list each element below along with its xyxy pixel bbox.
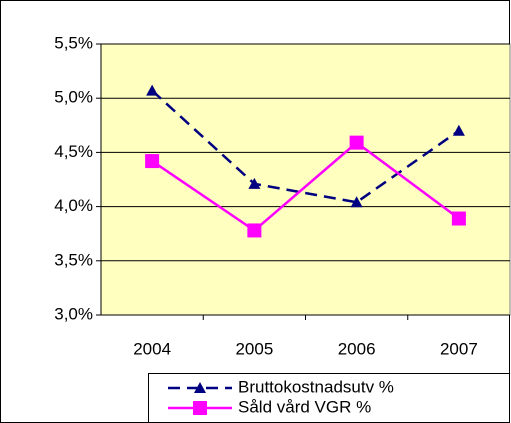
marker — [146, 84, 159, 96]
plot-area — [100, 43, 511, 316]
marker — [452, 124, 465, 136]
marker — [248, 177, 261, 189]
marker — [193, 401, 207, 415]
legend-label: Bruttokostnadsutv % — [238, 377, 394, 396]
marker — [451, 211, 466, 226]
y-tick-label: 4,0% — [54, 196, 93, 215]
x-tick-label: 2004 — [133, 339, 171, 358]
y-tick-label: 5,0% — [54, 88, 93, 107]
y-tick-label: 3,5% — [54, 250, 93, 269]
marker — [349, 135, 364, 150]
series-line — [151, 89, 460, 204]
marker — [247, 223, 262, 238]
marker — [145, 154, 160, 169]
marker — [350, 196, 363, 208]
series-line — [151, 141, 460, 233]
legend-label: Såld vård VGR % — [238, 397, 371, 416]
x-tick-label: 2006 — [338, 339, 376, 358]
marker — [194, 382, 206, 393]
y-tick-label: 4,5% — [54, 142, 93, 161]
y-tick-label: 3,0% — [54, 304, 93, 323]
y-tick-label: 5,5% — [54, 33, 93, 52]
legend-box — [148, 373, 510, 423]
x-tick-label: 2007 — [440, 339, 478, 358]
x-tick-label: 2005 — [235, 339, 273, 358]
